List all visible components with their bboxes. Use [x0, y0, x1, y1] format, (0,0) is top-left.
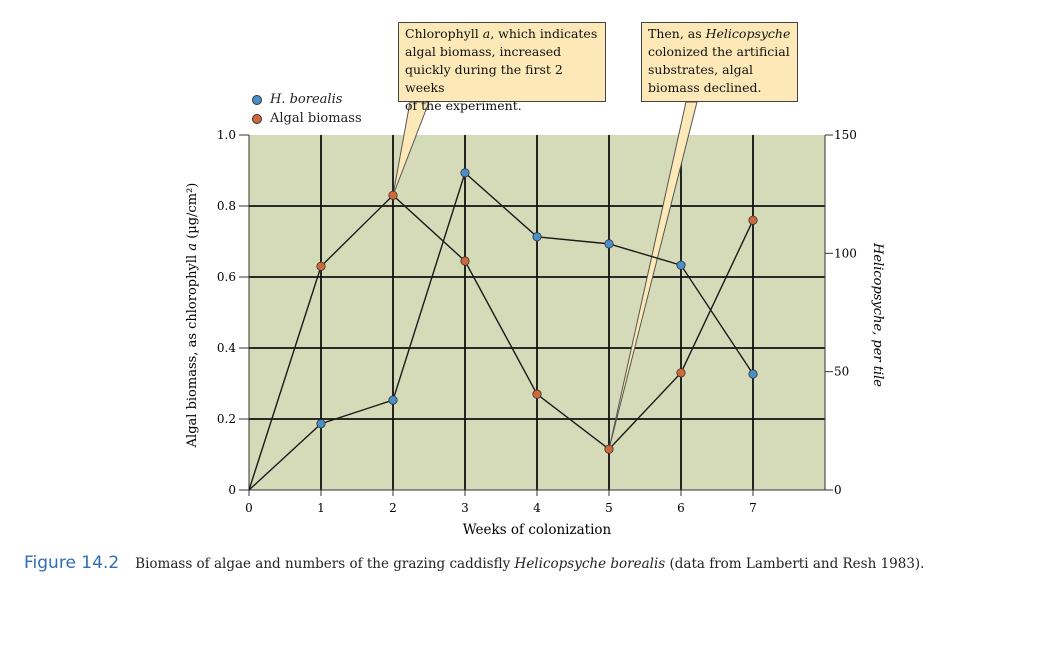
x-tick-label: 2: [389, 501, 397, 515]
callout-late-line3: substrates, algal: [648, 62, 754, 77]
data-point-algal-biomass: [532, 389, 542, 399]
x-axis-label: Weeks of colonization: [463, 522, 612, 538]
series-line-algal-biomass: [248, 194, 754, 491]
data-point-algal-biomass: [676, 368, 686, 378]
legend-swatch-algal-biomass: [252, 113, 262, 124]
callout-late-decline: Then, as Helicopsyche colonized the arti…: [641, 22, 798, 102]
callout-early-line3: quickly during the first 2 weeks: [405, 62, 563, 95]
y-right-tick-label: 150: [834, 128, 857, 142]
data-point-algal-biomass: [604, 444, 614, 454]
callout-late-line2: colonized the artificial: [648, 44, 790, 59]
data-point-h-borealis: [676, 260, 686, 270]
x-tick-label: 1: [317, 501, 325, 515]
x-tick-label: 7: [749, 501, 757, 515]
data-point-h-borealis: [388, 395, 398, 405]
callout-leaders: [392, 101, 698, 450]
y-left-tick-label: 0.4: [217, 341, 236, 355]
legend-swatch-h-borealis: [252, 94, 262, 105]
y-axis-right-label: Helicopsyche, per tile: [870, 242, 885, 387]
figure-label: Figure 14.2: [24, 553, 120, 573]
callout-late-line1-pre: Then, as: [648, 26, 706, 41]
x-tick-label: 6: [677, 501, 685, 515]
y-left-tick-label: 1.0: [217, 128, 236, 142]
caption-text-post: (data from Lamberti and Resh 1983).: [665, 556, 925, 572]
callout-early-line2: algal biomass, increased: [405, 44, 562, 59]
data-point-h-borealis: [604, 239, 614, 249]
legend-item-h-borealis: H. borealis: [252, 90, 362, 109]
data-point-algal-biomass: [748, 215, 758, 225]
callout-early-line1-pre: Chlorophyll: [405, 26, 483, 41]
data-point-h-borealis: [316, 419, 326, 429]
grid: [249, 135, 825, 490]
caption-text-pre: Biomass of algae and numbers of the graz…: [135, 556, 515, 572]
legend: H. borealis Algal biomass: [252, 90, 362, 128]
callout-early-line1-post: , which indicates: [490, 26, 598, 41]
data-point-algal-biomass: [316, 261, 326, 271]
callout-leader-late: [608, 101, 698, 450]
data-point-h-borealis: [460, 168, 470, 178]
series-line-h-borealis: [248, 171, 754, 491]
legend-item-algal-biomass: Algal biomass: [252, 109, 362, 128]
y-right-tick-label: 100: [834, 246, 857, 260]
y-left-tick-label: 0.8: [217, 199, 236, 213]
y-left-tick-label: 0: [228, 483, 236, 497]
legend-label-algal-biomass: Algal biomass: [270, 111, 362, 126]
callout-early-increase: Chlorophyll a, which indicates algal bio…: [398, 22, 606, 113]
callout-early-line4: of the experiment.: [405, 98, 522, 113]
x-tick-label: 3: [461, 501, 469, 515]
y-left-tick-label: 0.6: [217, 270, 236, 284]
callout-late-line1-italic: Helicopsyche: [705, 26, 791, 41]
caption-text-italic: Helicopsyche borealis: [514, 556, 666, 572]
x-tick-label: 0: [245, 501, 253, 515]
callout-early-line1-italic: a: [482, 26, 491, 41]
callout-leader-early: [392, 101, 430, 196]
data-point-h-borealis: [748, 369, 758, 379]
figure-caption: Figure 14.2 Biomass of algae and numbers …: [24, 553, 1044, 573]
y-right-tick-label: 0: [834, 483, 842, 497]
callout-late-line4: biomass declined.: [648, 80, 762, 95]
legend-label-h-borealis: H. borealis: [270, 92, 343, 107]
x-tick-label: 5: [605, 501, 613, 515]
y-axis-left-label: Algal biomass, as chlorophyll a (µg/cm²): [185, 183, 200, 449]
y-left-tick-label: 0.2: [217, 412, 236, 426]
x-tick-label: 4: [533, 501, 541, 515]
data-point-h-borealis: [532, 232, 542, 242]
y-right-tick-label: 50: [834, 365, 849, 379]
series-layer: [248, 168, 758, 491]
data-point-algal-biomass: [388, 190, 398, 200]
axes: 0 0.2 0.4 0.6 0.8 1.0 0 50 100 150 0 1 2 3 4 5 6 7: [217, 128, 857, 515]
data-point-algal-biomass: [460, 256, 470, 266]
